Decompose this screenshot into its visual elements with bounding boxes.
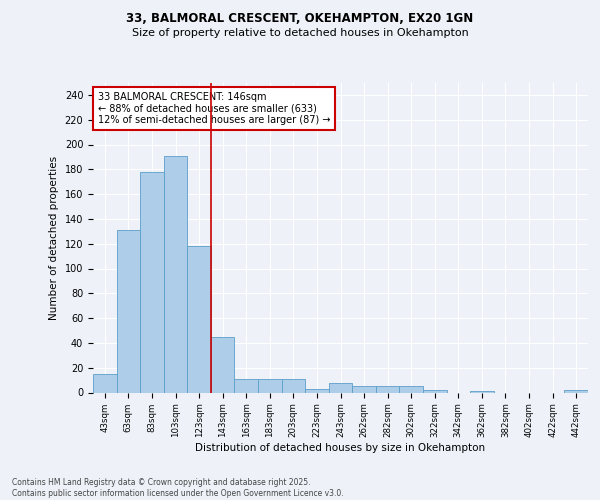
Text: Size of property relative to detached houses in Okehampton: Size of property relative to detached ho… [131, 28, 469, 38]
Bar [258, 379, 281, 392]
Bar [305, 389, 329, 392]
Bar [187, 246, 211, 392]
Text: 33, BALMORAL CRESCENT, OKEHAMPTON, EX20 1GN: 33, BALMORAL CRESCENT, OKEHAMPTON, EX20 … [127, 12, 473, 26]
Bar [423, 390, 446, 392]
Bar [329, 382, 352, 392]
Text: 33 BALMORAL CRESCENT: 146sqm
← 88% of detached houses are smaller (633)
12% of s: 33 BALMORAL CRESCENT: 146sqm ← 88% of de… [98, 92, 331, 125]
Bar [140, 172, 164, 392]
Y-axis label: Number of detached properties: Number of detached properties [49, 156, 59, 320]
Bar [116, 230, 140, 392]
Bar [211, 336, 235, 392]
Bar [164, 156, 187, 392]
Bar [93, 374, 116, 392]
Bar [235, 379, 258, 392]
Bar [376, 386, 400, 392]
Bar [565, 390, 588, 392]
Bar [400, 386, 423, 392]
Bar [281, 379, 305, 392]
X-axis label: Distribution of detached houses by size in Okehampton: Distribution of detached houses by size … [196, 442, 485, 452]
Text: Contains HM Land Registry data © Crown copyright and database right 2025.
Contai: Contains HM Land Registry data © Crown c… [12, 478, 344, 498]
Bar [352, 386, 376, 392]
